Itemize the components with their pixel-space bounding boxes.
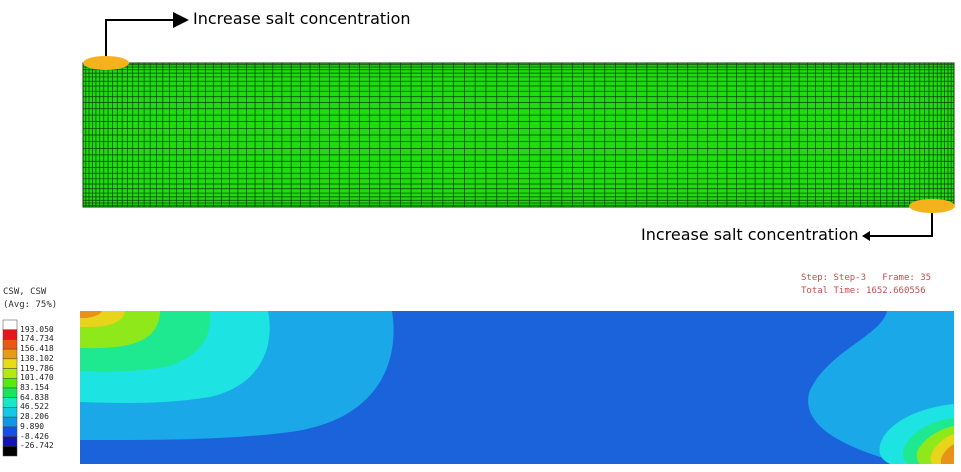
legend-value-label: -26.742 xyxy=(20,441,54,451)
legend-swatch xyxy=(2,446,18,457)
legend-swatch xyxy=(2,368,18,379)
legend-value-label: 119.786 xyxy=(20,363,54,373)
legend-swatch xyxy=(2,339,18,350)
legend-swatch xyxy=(2,348,18,360)
step-info-line: Step: Step-3 Frame: 35 xyxy=(801,273,932,283)
legend-value-label: 101.470 xyxy=(20,373,54,383)
legend-swatch xyxy=(2,426,18,437)
annotation-top-arrow xyxy=(105,12,189,57)
legend-value-label: 156.418 xyxy=(20,344,54,354)
mesh-panel xyxy=(82,62,955,208)
legend-value-label: 138.102 xyxy=(20,353,54,363)
inlet-marker-top xyxy=(83,56,129,70)
mesh-grid xyxy=(83,63,954,207)
legend-swatch xyxy=(2,358,18,369)
legend-swatch xyxy=(2,378,18,389)
contour-panel xyxy=(80,311,954,464)
legend-swatch xyxy=(2,319,18,330)
contour-band-left-6 xyxy=(80,311,102,318)
legend-value-label: 83.154 xyxy=(20,383,49,392)
legend-colorbar xyxy=(2,319,18,457)
legend-value-label: 193.050 xyxy=(20,324,54,334)
legend-swatch xyxy=(2,407,18,418)
legend-value-label: 9.890 xyxy=(20,421,45,431)
legend-averaging-title: (Avg: 75%) xyxy=(3,300,58,310)
legend-value-label: -8.426 xyxy=(20,431,49,441)
contour-band-right-6 xyxy=(941,444,954,464)
legend-variable-title: CSW, CSW xyxy=(3,287,47,297)
legend-swatch xyxy=(2,397,18,408)
annotation-bottom-label: Increase salt concentration xyxy=(641,225,859,244)
legend-swatch xyxy=(2,436,18,447)
legend-swatch xyxy=(2,329,18,340)
legend-value-label: 46.522 xyxy=(20,402,49,412)
inlet-marker-bottom xyxy=(909,199,955,213)
annotation-top-label: Increase salt concentration xyxy=(193,9,411,28)
annotation-bottom-arrow xyxy=(862,213,933,241)
total-time-line: Total Time: 1652.660556 xyxy=(801,286,926,296)
legend-value-label: 174.734 xyxy=(20,334,54,344)
legend-value-label: 28.206 xyxy=(20,412,49,422)
mesh-border xyxy=(82,62,955,208)
legend-swatch xyxy=(2,416,18,428)
legend-swatch xyxy=(2,387,18,398)
legend-value-label: 64.838 xyxy=(20,392,49,402)
